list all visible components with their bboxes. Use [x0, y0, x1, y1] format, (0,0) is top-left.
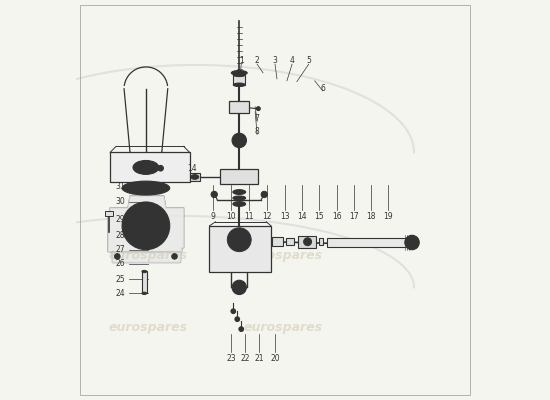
Circle shape — [130, 210, 162, 242]
Circle shape — [256, 107, 260, 111]
Bar — [210, 226, 271, 272]
Ellipse shape — [233, 73, 245, 77]
Text: 11: 11 — [244, 212, 254, 221]
Text: eurospares: eurospares — [244, 249, 322, 262]
Text: eurospares: eurospares — [244, 321, 322, 334]
Bar — [318, 238, 323, 245]
Text: 12: 12 — [262, 212, 272, 221]
Circle shape — [405, 235, 419, 250]
Text: 16: 16 — [332, 212, 342, 221]
Ellipse shape — [233, 83, 245, 86]
Circle shape — [235, 317, 240, 322]
Bar — [142, 272, 147, 293]
Bar — [105, 211, 113, 216]
Text: 31: 31 — [116, 182, 125, 190]
Text: 28: 28 — [116, 231, 125, 240]
Text: 18: 18 — [366, 212, 376, 221]
Ellipse shape — [233, 202, 246, 206]
Text: 30: 30 — [115, 198, 125, 206]
Text: 5: 5 — [306, 56, 311, 66]
Text: 24: 24 — [116, 289, 125, 298]
Circle shape — [114, 254, 120, 259]
Text: 2: 2 — [255, 56, 260, 66]
Text: 14: 14 — [187, 164, 196, 173]
Bar — [327, 238, 406, 247]
Polygon shape — [108, 196, 184, 252]
Ellipse shape — [142, 292, 147, 294]
Text: 15: 15 — [315, 212, 324, 221]
Text: 4: 4 — [290, 56, 294, 66]
Ellipse shape — [133, 160, 159, 174]
Text: 27: 27 — [116, 245, 125, 254]
Text: 22: 22 — [240, 354, 250, 362]
Text: 26: 26 — [116, 259, 125, 268]
Bar — [110, 152, 190, 182]
Circle shape — [261, 191, 267, 198]
Text: 29: 29 — [116, 215, 125, 224]
Bar — [190, 173, 200, 181]
Text: 9: 9 — [211, 212, 216, 221]
Ellipse shape — [122, 181, 170, 195]
Ellipse shape — [232, 70, 247, 75]
Circle shape — [304, 238, 311, 246]
Circle shape — [138, 218, 154, 234]
Text: 6: 6 — [320, 84, 325, 93]
Circle shape — [232, 133, 246, 148]
Bar — [298, 236, 316, 248]
Circle shape — [211, 191, 217, 198]
Bar — [220, 169, 258, 184]
Bar — [229, 101, 249, 113]
Text: 8: 8 — [255, 127, 260, 136]
Bar — [286, 238, 294, 245]
Circle shape — [158, 166, 163, 171]
Text: eurospares: eurospares — [108, 321, 188, 334]
Ellipse shape — [233, 196, 246, 200]
Text: 25: 25 — [116, 275, 125, 284]
Text: 17: 17 — [349, 212, 359, 221]
Text: 20: 20 — [270, 354, 280, 362]
Text: 21: 21 — [254, 354, 264, 362]
Circle shape — [235, 284, 243, 291]
Text: 19: 19 — [383, 212, 393, 221]
Text: 14: 14 — [297, 212, 307, 221]
Text: eurospares: eurospares — [108, 249, 188, 262]
Bar — [272, 237, 283, 246]
Circle shape — [231, 309, 236, 314]
Text: 1: 1 — [239, 56, 244, 66]
Text: 13: 13 — [280, 212, 290, 221]
Ellipse shape — [142, 270, 147, 273]
Bar — [233, 75, 245, 85]
Circle shape — [172, 254, 177, 259]
Circle shape — [239, 327, 244, 332]
Polygon shape — [112, 252, 180, 262]
Text: 7: 7 — [255, 114, 260, 123]
Text: 3: 3 — [273, 56, 277, 66]
Circle shape — [232, 280, 246, 294]
Circle shape — [122, 202, 170, 250]
Ellipse shape — [233, 190, 246, 194]
Text: 23: 23 — [227, 354, 236, 362]
Circle shape — [227, 228, 251, 252]
Ellipse shape — [191, 174, 199, 179]
Text: 10: 10 — [227, 212, 236, 221]
